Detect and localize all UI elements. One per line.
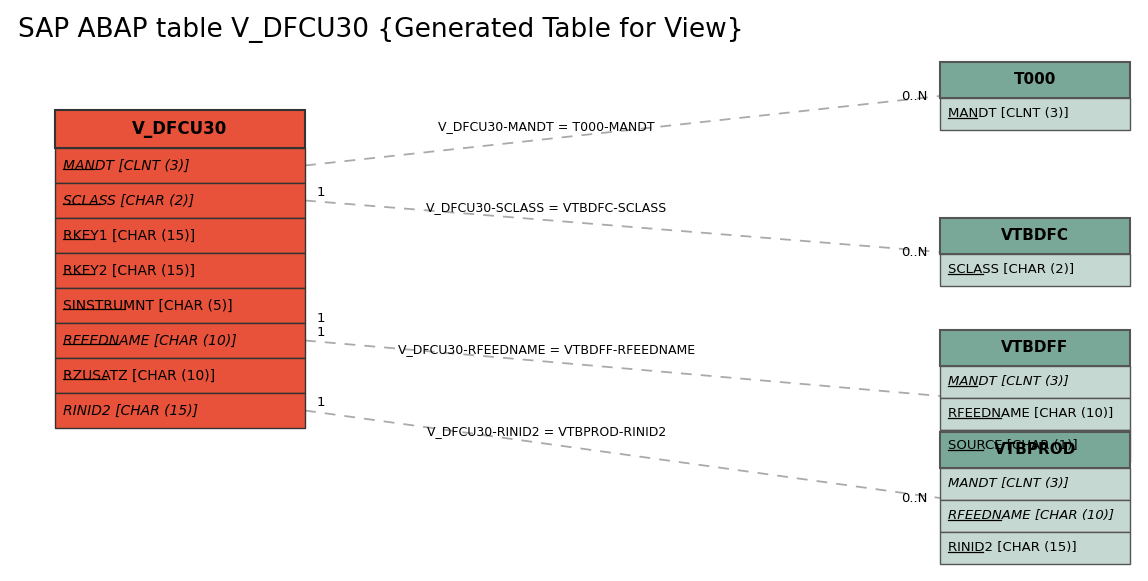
Text: SAP ABAP table V_DFCU30 {Generated Table for View}: SAP ABAP table V_DFCU30 {Generated Table… [18, 17, 744, 43]
Text: SOURCE [CHAR (1)]: SOURCE [CHAR (1)] [948, 439, 1078, 453]
Bar [940, 432, 1130, 468]
Text: 1: 1 [317, 396, 326, 408]
Text: SINSTRUMNT [CHAR (5)]: SINSTRUMNT [CHAR (5)] [63, 299, 233, 313]
Bar [55, 148, 305, 183]
Bar [940, 98, 1130, 130]
Text: RFEEDNAME [CHAR (10)]: RFEEDNAME [CHAR (10)] [63, 333, 236, 347]
Text: RZUSATZ [CHAR (10)]: RZUSATZ [CHAR (10)] [63, 368, 215, 382]
Text: 0..N: 0..N [901, 89, 928, 102]
Text: RFEEDNAME [CHAR (10)]: RFEEDNAME [CHAR (10)] [948, 407, 1114, 421]
Text: VTBPROD: VTBPROD [994, 443, 1076, 457]
Text: RKEY2 [CHAR (15)]: RKEY2 [CHAR (15)] [63, 264, 195, 278]
Text: MANDT [CLNT (3)]: MANDT [CLNT (3)] [948, 478, 1069, 490]
Bar [55, 288, 305, 323]
Text: V_DFCU30-MANDT = T000-MANDT: V_DFCU30-MANDT = T000-MANDT [439, 120, 654, 133]
Text: RKEY1 [CHAR (15)]: RKEY1 [CHAR (15)] [63, 228, 195, 242]
Bar [940, 218, 1130, 254]
Bar [940, 398, 1130, 430]
Bar [55, 253, 305, 288]
Text: 0..N: 0..N [901, 492, 928, 504]
Bar [940, 532, 1130, 564]
Bar [940, 62, 1130, 98]
Bar [940, 500, 1130, 532]
Text: 1: 1 [317, 185, 326, 199]
Bar [940, 254, 1130, 286]
Text: RINID2 [CHAR (15)]: RINID2 [CHAR (15)] [948, 541, 1077, 554]
Bar [55, 393, 305, 428]
Bar [940, 330, 1130, 366]
Bar [940, 366, 1130, 398]
Text: V_DFCU30: V_DFCU30 [132, 120, 227, 138]
Bar [55, 323, 305, 358]
Text: SCLASS [CHAR (2)]: SCLASS [CHAR (2)] [948, 264, 1075, 277]
Bar [55, 358, 305, 393]
Text: MANDT [CLNT (3)]: MANDT [CLNT (3)] [63, 159, 189, 173]
Text: V_DFCU30-RINID2 = VTBPROD-RINID2: V_DFCU30-RINID2 = VTBPROD-RINID2 [427, 425, 666, 437]
Text: T000: T000 [1014, 73, 1056, 88]
Bar [55, 218, 305, 253]
Bar [55, 183, 305, 218]
Text: MANDT [CLNT (3)]: MANDT [CLNT (3)] [948, 107, 1069, 120]
Bar [55, 110, 305, 148]
Text: VTBDFF: VTBDFF [1001, 340, 1069, 356]
Text: V_DFCU30-SCLASS = VTBDFC-SCLASS: V_DFCU30-SCLASS = VTBDFC-SCLASS [426, 201, 667, 214]
Bar [940, 468, 1130, 500]
Text: V_DFCU30-RFEEDNAME = VTBDFF-RFEEDNAME: V_DFCU30-RFEEDNAME = VTBDFF-RFEEDNAME [397, 343, 695, 356]
Text: MANDT [CLNT (3)]: MANDT [CLNT (3)] [948, 375, 1069, 389]
Text: RINID2 [CHAR (15)]: RINID2 [CHAR (15)] [63, 403, 197, 418]
Text: VTBDFC: VTBDFC [1001, 228, 1069, 243]
Text: 0..N: 0..N [901, 246, 928, 259]
Text: 1
1: 1 1 [317, 313, 326, 339]
Text: RFEEDNAME [CHAR (10)]: RFEEDNAME [CHAR (10)] [948, 510, 1114, 522]
Bar [940, 430, 1130, 462]
Text: SCLASS [CHAR (2)]: SCLASS [CHAR (2)] [63, 193, 194, 207]
